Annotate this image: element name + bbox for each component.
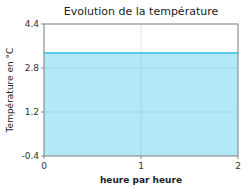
tick-label-x: 2 — [235, 161, 241, 171]
chart: -0.4 1.2 2.8 4.4 0 1 2 Evolution de la températ… — [0, 0, 250, 188]
tick-y — [41, 24, 44, 25]
x-axis-label: heure par heure — [100, 175, 182, 185]
title: Evolution de la température — [64, 5, 219, 18]
area — [44, 53, 238, 156]
tick-label-x: 0 — [41, 161, 47, 171]
tick-label-y: 4.4 — [25, 19, 40, 29]
line — [44, 52, 238, 54]
tick-label-x: 1 — [138, 161, 144, 171]
tick-label-y: -0.4 — [21, 151, 39, 161]
chart-container: -0.4 1.2 2.8 4.4 0 1 2 Evolution de la températ… — [0, 0, 250, 188]
tick-x — [44, 156, 45, 159]
y-axis-label: Température en °C — [5, 48, 15, 134]
tick-y — [41, 68, 44, 69]
tick-y — [41, 112, 44, 113]
axes: -0.4 1.2 2.8 4.4 0 1 2 — [21, 19, 240, 171]
tick-label-y: 1.2 — [25, 107, 39, 117]
grid — [44, 24, 238, 156]
tick-label-y: 2.8 — [25, 63, 40, 73]
data-layer — [44, 53, 238, 156]
tick-x — [141, 156, 142, 159]
page: {"chart_data": {"type": "area", "title":… — [0, 0, 250, 188]
tick-x — [238, 156, 239, 159]
plot-frame — [44, 24, 238, 156]
